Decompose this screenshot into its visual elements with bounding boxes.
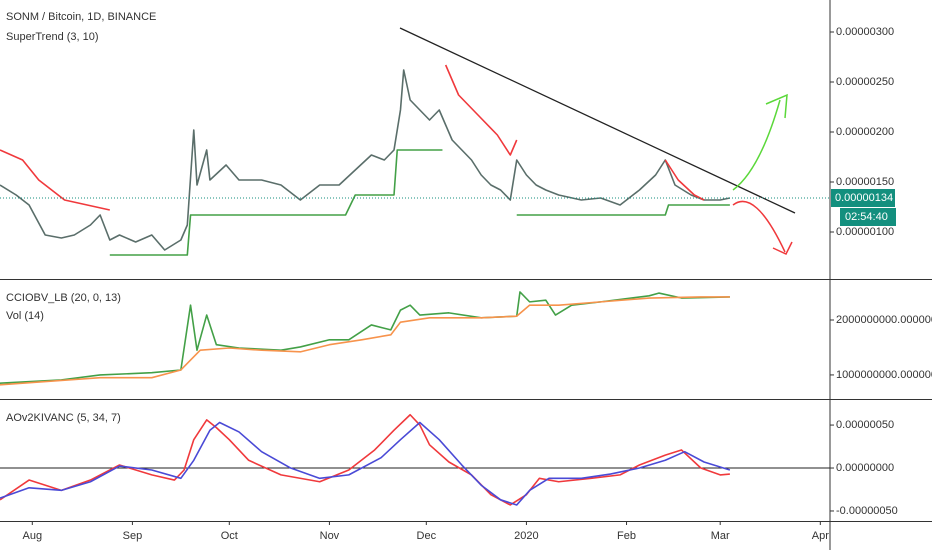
x-tick-label: 2020 [514, 530, 538, 542]
bear-arrow-head [772, 241, 793, 255]
x-tick-label: Feb [617, 530, 636, 542]
indicator-label: AOv2KIVANC (5, 34, 7) [6, 412, 121, 424]
y-tick-label: 1000000000.00000000 [836, 369, 932, 381]
x-tick-label: Oct [221, 530, 238, 542]
series-line [516, 204, 730, 216]
x-tick-label: Sep [123, 530, 143, 542]
trend-line [399, 27, 796, 214]
series-line [0, 421, 731, 506]
x-tick-label: Mar [711, 530, 730, 542]
chart-title: SONM / Bitcoin, 1D, BINANCE [6, 11, 156, 23]
bear-arrow [732, 200, 786, 253]
indicator-label: SuperTrend (3, 10) [6, 31, 99, 43]
countdown-label: 02:54:40 [845, 211, 888, 223]
bull-arrow [732, 99, 781, 191]
y-tick-label: 0.00000250 [836, 76, 894, 88]
series-line [0, 149, 110, 211]
y-tick-label: 0.00000150 [836, 176, 894, 188]
series-line [0, 296, 730, 386]
series-line [0, 291, 730, 384]
y-tick-label: 0.00000000 [836, 462, 894, 474]
indicator-label: CCIOBV_LB (20, 0, 13) [6, 292, 121, 304]
y-tick-label: 0.00000200 [836, 126, 894, 138]
x-tick-label: Nov [320, 530, 340, 542]
bull-arrow-head [765, 93, 788, 119]
y-tick-label: 0.00000100 [836, 226, 894, 238]
x-tick-label: Aug [23, 530, 43, 542]
series-line [0, 69, 731, 251]
y-tick-label: -0.00000050 [836, 505, 898, 517]
countdown-box [840, 208, 896, 226]
indicator-label: Vol (14) [6, 310, 44, 322]
x-tick-label: Dec [417, 530, 437, 542]
y-tick-label: 0.00000300 [836, 26, 894, 38]
x-tick-label: Apr [812, 530, 829, 542]
series-line [444, 64, 518, 156]
y-tick-label: 2000000000.00000000 [836, 314, 932, 326]
series-line [109, 149, 443, 256]
last-price-box [831, 189, 895, 207]
y-tick-label: 0.00000050 [836, 419, 894, 431]
last-price-label: 0.00000134 [835, 192, 893, 204]
series-line [0, 413, 730, 506]
